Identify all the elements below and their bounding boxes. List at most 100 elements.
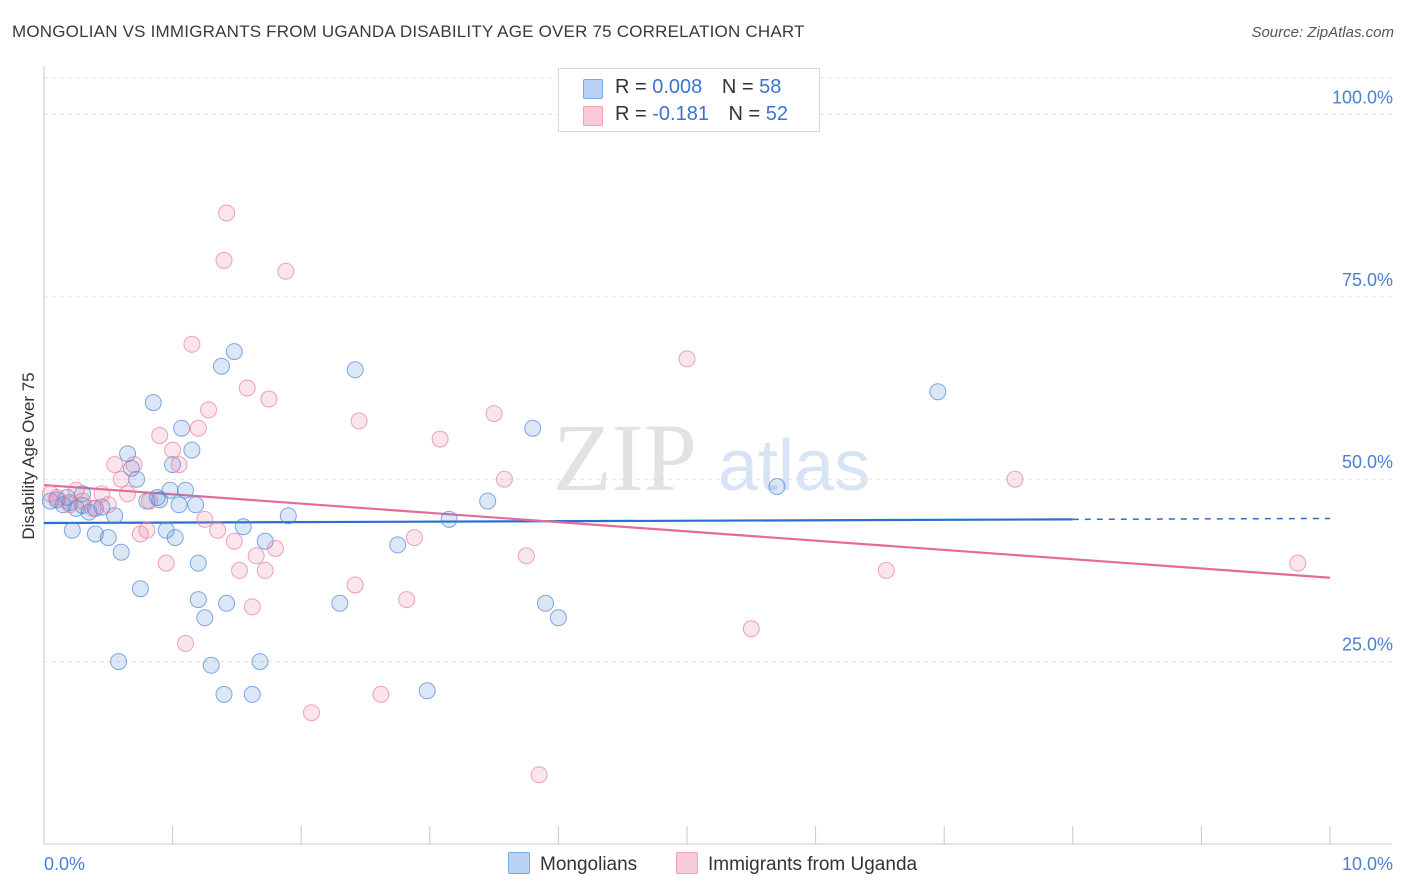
point-mongolians [183, 441, 201, 459]
legend: R = 0.008 N = 58 R = -0.181 N = 52 [558, 68, 820, 132]
point-uganda [138, 521, 156, 539]
point-uganda [238, 379, 256, 397]
point-uganda [119, 485, 137, 503]
x-tick-label-min: 0.0% [44, 854, 85, 874]
point-mongolians [93, 498, 111, 516]
point-uganda [485, 405, 503, 423]
legend-row-uganda: R = -0.181 N = 52 [583, 103, 789, 126]
point-uganda [742, 620, 760, 638]
point-uganda [243, 598, 261, 616]
point-uganda [177, 634, 194, 652]
point-uganda [256, 561, 274, 579]
legend-n-value: 58 [759, 76, 782, 98]
y-tick-label: 75.0% [1342, 270, 1393, 290]
point-uganda [170, 456, 188, 474]
point-uganda [189, 419, 207, 437]
legend-swatch-mongolians [583, 79, 603, 99]
point-mongolians [170, 496, 188, 514]
point-mongolians [331, 594, 349, 612]
point-uganda [877, 561, 895, 579]
point-mongolians [202, 656, 220, 674]
point-uganda [398, 591, 416, 609]
point-mongolians [549, 609, 567, 627]
point-mongolians [173, 419, 191, 437]
point-mongolians [524, 419, 542, 437]
tick-labels: 25.0% 50.0% 75.0% 100.0% 0.0% 10.0% [44, 87, 1393, 874]
legend-r-label: R = [615, 76, 653, 98]
watermark-zip: ZIP [553, 404, 697, 511]
point-uganda [112, 470, 130, 488]
point-mongolians [768, 478, 786, 495]
point-uganda [303, 704, 320, 722]
watermark-atlas: atlas [718, 426, 870, 506]
point-uganda [1289, 554, 1307, 572]
point-uganda [517, 547, 535, 565]
point-uganda [200, 401, 218, 419]
point-uganda [405, 529, 423, 547]
point-uganda [260, 390, 278, 408]
point-uganda [61, 496, 79, 514]
legend-r-value: -0.181 [652, 103, 709, 125]
bottom-legend-uganda: Immigrants from Uganda [676, 852, 917, 876]
bottom-legend-label: Mongolians [540, 854, 638, 875]
point-uganda [93, 485, 111, 503]
data-points [41, 204, 1307, 784]
legend-r-label: R = [615, 103, 653, 125]
point-uganda [225, 532, 243, 550]
point-uganda [231, 561, 248, 579]
point-uganda [84, 499, 102, 517]
point-mongolians [157, 521, 175, 539]
point-uganda [1006, 470, 1024, 488]
trend-line-mongolians-extension [1072, 517, 1331, 521]
bottom-legend-swatch-uganda [676, 852, 698, 874]
point-uganda [350, 412, 368, 430]
point-uganda [530, 766, 548, 784]
chart-source: Source: ZipAtlas.com [1251, 24, 1394, 41]
point-mongolians [164, 456, 182, 474]
point-uganda [431, 430, 449, 448]
point-mongolians [929, 383, 947, 401]
point-uganda [215, 251, 233, 269]
point-mongolians [279, 507, 297, 525]
point-mongolians [213, 357, 230, 375]
point-mongolians [144, 394, 162, 412]
bottom-legend-swatch-mongolians [508, 852, 530, 874]
point-uganda [495, 470, 513, 488]
point-mongolians [110, 653, 128, 671]
point-mongolians [131, 580, 149, 598]
chart-title: MONGOLIAN VS IMMIGRANTS FROM UGANDA DISA… [12, 22, 805, 41]
point-mongolians [418, 682, 436, 700]
point-uganda [99, 496, 117, 514]
legend-n-value: 52 [765, 103, 789, 125]
point-uganda [196, 510, 214, 528]
y-axis-title: Disability Age Over 75 [19, 372, 38, 539]
point-uganda [157, 554, 175, 572]
y-tick-label: 25.0% [1342, 635, 1393, 655]
bottom-legend-label: Immigrants from Uganda [708, 854, 918, 875]
point-mongolians [166, 529, 184, 547]
point-mongolians [243, 685, 261, 703]
point-mongolians [346, 361, 364, 379]
point-uganda [48, 489, 66, 506]
point-uganda [247, 547, 265, 565]
y-tick-label: 50.0% [1342, 452, 1393, 472]
point-mongolians [74, 497, 92, 514]
y-tick-label: 100.0% [1332, 87, 1393, 107]
point-mongolians [161, 481, 179, 499]
point-mongolians [479, 492, 497, 510]
point-mongolians [86, 525, 104, 543]
point-uganda [277, 262, 295, 280]
point-mongolians [389, 536, 407, 554]
point-mongolians [251, 653, 269, 671]
bottom-legend-mongolians: Mongolians [508, 852, 637, 876]
legend-swatch-uganda [583, 106, 603, 126]
point-uganda [183, 335, 201, 353]
point-mongolians [99, 529, 117, 547]
point-mongolians [189, 591, 207, 609]
point-uganda [372, 685, 390, 703]
point-uganda [346, 576, 364, 594]
point-mongolians [215, 685, 233, 703]
point-mongolians [106, 507, 124, 525]
x-tick-label-max: 10.0% [1342, 854, 1393, 874]
